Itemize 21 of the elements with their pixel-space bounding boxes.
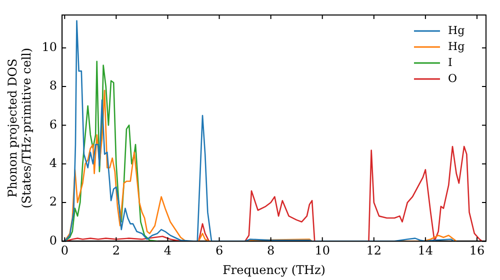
legend-label: O bbox=[448, 72, 458, 85]
y-tick-label: 6 bbox=[49, 117, 58, 132]
legend-label: Hg bbox=[448, 40, 465, 53]
legend-label: Hg bbox=[448, 24, 465, 37]
x-tick-label: 10 bbox=[314, 244, 330, 258]
y-tick-label: 4 bbox=[49, 156, 58, 170]
y-axis-title: Phonon projected DOS (States/THz·primitive cell) bbox=[5, 48, 34, 208]
legend-label: I bbox=[448, 56, 452, 69]
y-tick-label: 0 bbox=[49, 233, 58, 248]
x-tick-label: 8 bbox=[266, 244, 275, 258]
x-tick-label: 2 bbox=[112, 244, 120, 258]
y-tick-label: 8 bbox=[49, 78, 58, 93]
x-tick-label: 6 bbox=[215, 244, 224, 258]
x-tick-label: 12 bbox=[366, 244, 382, 258]
x-tick-label: 4 bbox=[164, 244, 172, 258]
x-tick-label: 0 bbox=[60, 244, 68, 258]
y-tick-label: 10 bbox=[42, 40, 58, 54]
y-tick-label: 2 bbox=[49, 194, 58, 209]
x-axis-title: Frequency (THz) bbox=[222, 262, 326, 277]
x-tick-label: 16 bbox=[469, 244, 485, 258]
x-tick-label: 14 bbox=[418, 244, 434, 258]
